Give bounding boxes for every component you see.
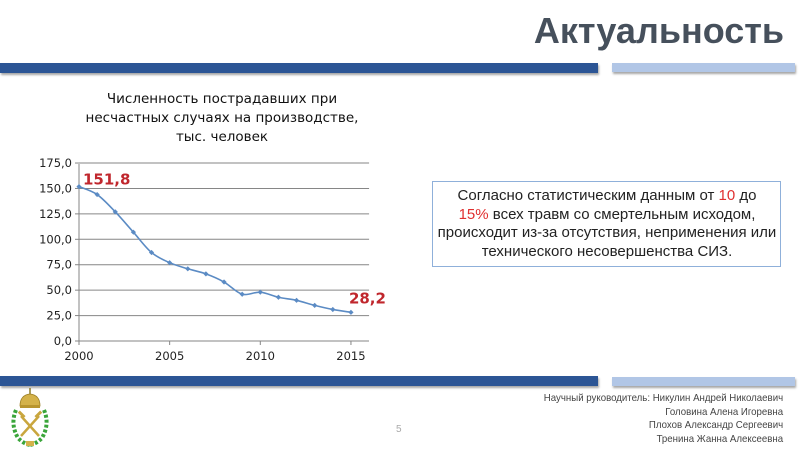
svg-text:175,0: 175,0 <box>39 156 72 170</box>
footer-bar-light <box>612 377 795 386</box>
data-labels: 151,8 28,2 <box>83 171 386 308</box>
info-text-part: Согласно статистическим данным от <box>457 187 719 204</box>
x-axis-ticks: 2000 2005 2010 2015 <box>64 341 366 363</box>
chart-title-line: тыс. человек <box>175 129 269 145</box>
svg-text:150,0: 150,0 <box>39 181 72 195</box>
info-text-part: всех травм со смертельным исходом, проис… <box>437 205 777 260</box>
chart-gridlines <box>79 162 370 317</box>
svg-text:2010: 2010 <box>246 349 275 363</box>
header-bar-dark <box>0 63 598 73</box>
svg-text:28,2: 28,2 <box>349 289 386 307</box>
svg-text:75,0: 75,0 <box>46 258 72 272</box>
svg-text:0,0: 0,0 <box>54 334 72 348</box>
slide-title: Актуальность <box>533 10 784 51</box>
supervisor-line: Научный руководитель: Никулин Андрей Ник… <box>543 392 783 404</box>
author-line: Плохов Александр Сергеевич <box>648 419 783 431</box>
page-number: 5 <box>396 424 402 435</box>
author-line: Тренина Жанна Алексеевна <box>656 432 783 445</box>
info-box <box>432 181 781 267</box>
info-text-part: до <box>735 187 757 204</box>
header-bar-light <box>612 63 795 72</box>
footer-bar-dark <box>0 376 598 386</box>
university-emblem-icon <box>11 388 49 447</box>
info-highlight: 15% <box>458 205 489 223</box>
info-text: Согласно статистическим данным от 10 до … <box>432 187 782 261</box>
chart-title-line: несчастных случаях на производстве, <box>85 110 359 126</box>
chart-title-line: Численность пострадавших при <box>106 91 338 107</box>
footer-authors: Научный руководитель: Никулин Андрей Ник… <box>544 392 783 446</box>
info-highlight: 10 <box>718 187 736 204</box>
chart-title: Численность пострадавших при несчастных … <box>62 90 382 147</box>
svg-text:50,0: 50,0 <box>46 283 72 297</box>
svg-text:125,0: 125,0 <box>39 207 72 221</box>
series-line <box>78 185 352 314</box>
series-markers <box>76 184 354 315</box>
svg-text:25,0: 25,0 <box>46 309 72 323</box>
svg-text:2000: 2000 <box>64 349 93 363</box>
svg-text:2005: 2005 <box>155 349 184 363</box>
y-axis-ticks: 0,0 25,0 50,0 75,0 100,0 125,0 150,0 175,0 <box>39 156 79 348</box>
svg-text:2015: 2015 <box>336 349 365 363</box>
author-line: Головина Алена Игоревна <box>665 405 783 418</box>
svg-text:151,8: 151,8 <box>83 171 130 189</box>
svg-text:100,0: 100,0 <box>39 232 72 246</box>
